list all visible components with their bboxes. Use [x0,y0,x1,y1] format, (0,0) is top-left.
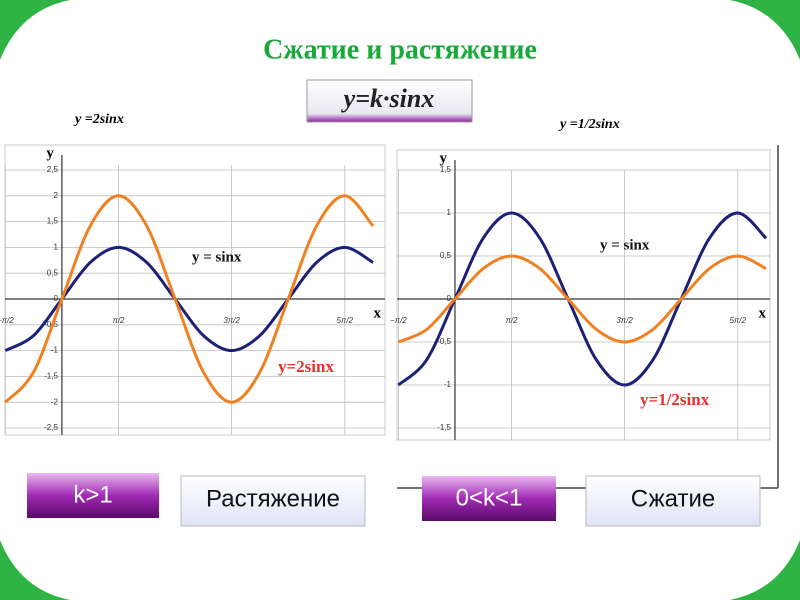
y-tick-label: 1 [447,208,452,217]
slide-title: Сжатие и растяжение [263,34,537,65]
formula: y=k·sinx [341,84,435,113]
box [180,475,366,527]
corner-decoration [0,540,70,600]
y-tick-label: -1 [51,346,59,355]
box [422,476,556,521]
y-axis-label: y [46,145,54,161]
y-tick-label: -1 [444,380,452,389]
y-tick-label: 0,5 [47,268,59,277]
x-tick-label: −π/2 [0,316,14,325]
chart-title: y =1/2sinx [558,117,620,132]
x-tick-label: 3π/2 [223,316,240,325]
box-label: Растяжение [206,485,340,512]
x-axis-label: x [374,305,382,321]
box-label: 0<k<1 [456,484,523,511]
y-tick-label: 2 [53,191,58,200]
y-tick-label: 0,5 [440,251,452,260]
x-tick-label: 3π/2 [616,316,633,325]
box [27,473,159,518]
y-tick-label: 1 [53,243,58,252]
corner-decoration [0,0,70,60]
series-label: y=2sinx [278,357,334,376]
y-axis-label: y [439,150,447,166]
x-tick-label: −π/2 [390,316,407,325]
y-tick-label: -0,5 [437,337,451,346]
x-tick-label: π/2 [506,316,519,325]
line [397,254,767,344]
box-label: Сжатие [631,485,715,512]
y-tick-label: 1,5 [440,165,452,174]
line [397,211,768,387]
series-label: y = sinx [600,237,650,253]
line [4,194,375,404]
chart-title: y =2sinx [73,112,124,127]
series-label: y=1/2sinx [640,390,710,409]
corner-decoration [730,540,800,600]
x-axis-label: x [759,305,767,321]
x-tick-label: 5π/2 [337,316,354,325]
y-tick-label: 2,5 [47,165,59,174]
plot-area [396,149,771,441]
box-label: k>1 [73,481,112,508]
y-tick-label: 1,5 [47,217,59,226]
formula-box [306,79,473,123]
y-tick-label: -2,5 [44,423,58,432]
x-tick-label: π/2 [112,316,125,325]
y-tick-label: -2 [51,397,59,406]
series-label: y = sinx [192,249,242,265]
y-tick-label: -1,5 [44,372,58,381]
corner-decoration [730,0,800,60]
box [585,475,761,527]
y-tick-label: -1,5 [437,423,451,432]
x-tick-label: 5π/2 [729,316,746,325]
